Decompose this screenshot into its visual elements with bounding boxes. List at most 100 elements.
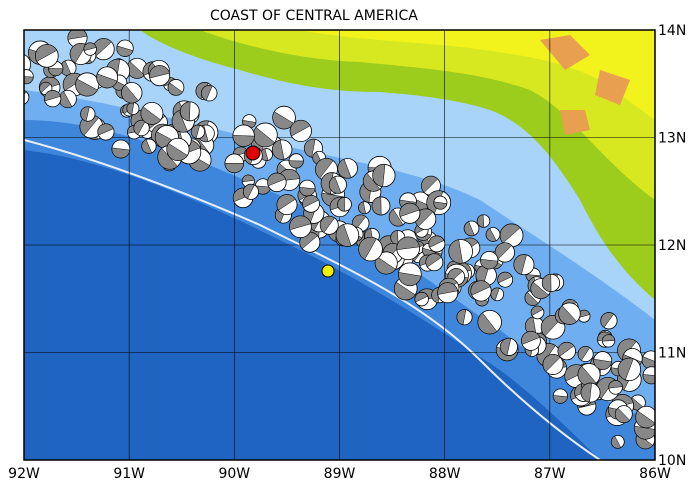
focal-mechanism — [140, 101, 164, 125]
y-label: 12N — [658, 238, 686, 254]
ball-quadrant — [224, 162, 244, 173]
focal-mechanism — [371, 196, 391, 216]
focal-mechanism — [414, 291, 429, 307]
focal-mechanism — [289, 215, 312, 239]
ball-quadrant — [35, 44, 58, 62]
y-label: 14N — [658, 23, 686, 39]
focal-mechanism — [541, 273, 561, 293]
focal-mechanism — [433, 195, 448, 210]
focal-mechanism — [133, 119, 150, 137]
focal-mechanism — [513, 254, 535, 276]
focal-mechanism — [92, 38, 115, 61]
frame — [23, 29, 656, 461]
ball-quadrant — [374, 256, 396, 275]
ball-quadrant — [611, 435, 622, 449]
event-marker — [321, 264, 335, 278]
focal-mechanism — [470, 280, 492, 302]
ball-quadrant — [157, 148, 178, 170]
ball-quadrant — [476, 214, 485, 228]
x-label: 90W — [218, 466, 250, 482]
focal-mechanism — [35, 44, 59, 68]
ball-quadrant — [448, 239, 463, 264]
ball-quadrant — [83, 42, 97, 51]
focal-mechanism — [252, 122, 278, 148]
y-label: 10N — [658, 453, 686, 469]
ball-quadrant — [243, 184, 255, 199]
ball-quadrant — [289, 215, 312, 231]
focal-mechanism — [542, 353, 564, 375]
ball-quadrant — [542, 354, 561, 372]
focal-mechanism — [271, 139, 293, 160]
focal-mechanism — [497, 271, 514, 288]
ball-quadrant — [396, 236, 420, 251]
ball-quadrant — [190, 124, 200, 139]
land-mid — [200, 30, 655, 200]
ball-quadrant — [289, 120, 311, 137]
ball-quadrant — [121, 84, 139, 104]
focal-mechanism — [480, 251, 499, 270]
focal-mechanism — [485, 227, 501, 242]
ball-quadrant — [428, 235, 445, 248]
ball-quadrant — [580, 382, 592, 403]
ball-quadrant — [477, 312, 498, 335]
focal-mechanism — [358, 236, 383, 262]
ball-quadrant — [201, 85, 213, 101]
ball-quadrant — [530, 281, 549, 299]
ball — [24, 90, 30, 105]
ball-quadrant — [577, 346, 591, 361]
focal-mechanism — [374, 251, 398, 275]
ball-quadrant — [615, 407, 631, 423]
ball-quadrant — [149, 65, 170, 79]
ball-quadrant — [530, 305, 544, 316]
ball-quadrant — [358, 237, 377, 260]
focal-mechanism — [319, 215, 339, 235]
ball-quadrant — [558, 305, 578, 325]
focal-mechanism — [477, 309, 502, 335]
focal-mechanism — [601, 334, 616, 348]
focal-mechanism — [121, 82, 143, 104]
focal-mechanism — [126, 102, 140, 116]
ball-quadrant — [372, 164, 386, 187]
ball-quadrant — [319, 216, 335, 233]
focal-mechanism — [166, 137, 190, 162]
focal-mechanism — [593, 351, 613, 370]
ball-quadrant — [58, 91, 73, 108]
ball-quadrant — [470, 280, 491, 296]
focal-mechanism — [288, 153, 304, 169]
land-peak — [540, 35, 630, 135]
ball-quadrant — [425, 253, 442, 268]
ball-quadrant — [10, 54, 21, 75]
axis-labels: 92W 91W 90W 89W 88W 87W 86W 14N 13N 12N 11N 10N — [8, 23, 686, 482]
ball-quadrant — [642, 374, 655, 385]
ball-quadrant — [304, 138, 316, 158]
focal-mechanism — [499, 337, 518, 356]
focal-mechanism — [425, 253, 444, 272]
focal-mechanisms — [10, 30, 655, 450]
focal-mechanism — [111, 139, 131, 159]
ball-quadrant — [329, 176, 342, 194]
x-label: 87W — [534, 466, 566, 482]
ball-quadrant — [352, 214, 367, 231]
ball-quadrant — [635, 410, 655, 428]
focal-mechanism — [96, 66, 119, 89]
focal-mechanism — [302, 194, 320, 213]
focal-mechanism — [97, 123, 115, 141]
ball-quadrant — [463, 221, 475, 237]
ball-quadrant — [414, 292, 429, 303]
ball-quadrant — [44, 90, 61, 102]
focal-mechanism — [328, 175, 347, 194]
focal-mechanism — [80, 106, 96, 122]
focal-mechanism — [608, 380, 623, 395]
ball-quadrant — [69, 43, 87, 64]
map-title: COAST OF CENTRAL AMERICA — [210, 8, 418, 24]
ball-quadrant — [276, 194, 296, 211]
ball-quadrant — [116, 45, 134, 57]
focal-mechanism — [580, 382, 601, 403]
ball-quadrant — [494, 242, 513, 260]
ball-quadrant — [242, 174, 255, 183]
focal-mechanism — [24, 90, 30, 105]
ball-quadrant — [272, 139, 285, 160]
x-label: 88W — [429, 466, 461, 482]
focal-mechanism — [149, 65, 171, 87]
